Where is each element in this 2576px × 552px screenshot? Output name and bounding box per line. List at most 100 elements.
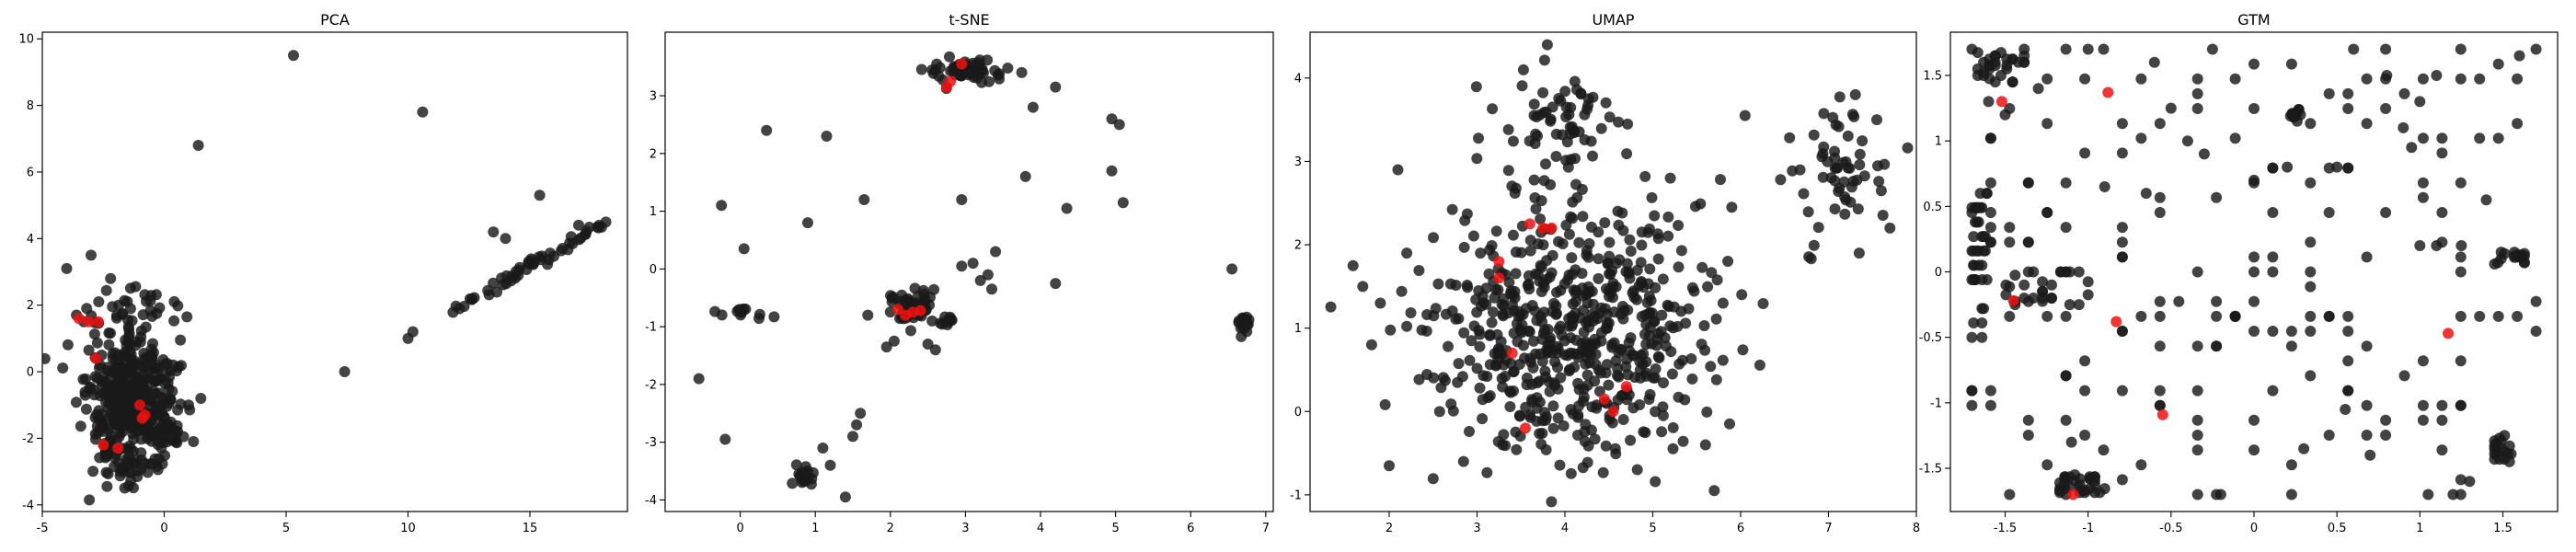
data-point bbox=[1680, 317, 1692, 329]
data-point bbox=[1498, 429, 1510, 441]
data-point bbox=[2181, 135, 2193, 147]
data-point bbox=[86, 249, 97, 261]
data-point bbox=[719, 433, 731, 445]
data-point bbox=[2512, 310, 2524, 322]
data-point bbox=[1679, 394, 1691, 406]
data-point bbox=[1983, 96, 1995, 108]
data-point bbox=[548, 250, 559, 262]
data-point bbox=[1643, 394, 1655, 405]
data-point bbox=[87, 466, 99, 477]
data-point bbox=[1433, 406, 1445, 418]
data-point bbox=[1566, 310, 1578, 322]
data-point bbox=[1984, 177, 1996, 189]
data-point bbox=[2012, 56, 2024, 68]
data-point bbox=[1537, 278, 1549, 289]
data-point bbox=[2018, 43, 2030, 55]
data-point bbox=[1565, 404, 1577, 416]
data-point bbox=[1984, 207, 1996, 218]
data-point bbox=[1873, 176, 1885, 188]
data-point bbox=[1833, 121, 1845, 132]
data-point bbox=[2417, 191, 2429, 203]
subplot-title: UMAP bbox=[1592, 11, 1634, 29]
data-point bbox=[1972, 63, 1984, 75]
data-point bbox=[1673, 261, 1685, 273]
data-point bbox=[1500, 371, 1512, 382]
data-point bbox=[716, 309, 728, 321]
data-point bbox=[2474, 132, 2486, 144]
data-point bbox=[1531, 315, 1543, 327]
y-tick-label: -2 bbox=[645, 378, 657, 392]
highlight-point bbox=[1493, 256, 1505, 268]
data-point bbox=[1631, 264, 1643, 276]
data-point bbox=[1500, 440, 1512, 452]
data-point bbox=[2191, 444, 2203, 456]
data-point bbox=[982, 269, 994, 281]
data-point bbox=[1984, 222, 1996, 234]
x-tick-label: 10 bbox=[400, 522, 416, 535]
data-point bbox=[130, 454, 142, 466]
data-point bbox=[1981, 274, 1993, 285]
data-point bbox=[2512, 251, 2524, 263]
highlight-point bbox=[1524, 218, 1535, 230]
highlight-point bbox=[2007, 294, 2019, 306]
x-tick-label: 6 bbox=[1737, 522, 1744, 535]
data-point bbox=[75, 420, 86, 432]
data-point bbox=[1976, 331, 1988, 343]
data-point bbox=[1676, 354, 1688, 366]
data-point bbox=[80, 403, 92, 415]
data-point bbox=[1428, 310, 1440, 322]
data-point bbox=[1808, 239, 1820, 251]
data-point bbox=[149, 363, 161, 375]
data-point bbox=[1019, 170, 1031, 182]
data-point bbox=[1475, 247, 1487, 259]
data-point bbox=[2323, 207, 2335, 218]
data-point bbox=[2248, 326, 2260, 337]
data-point bbox=[2323, 162, 2335, 174]
data-point bbox=[1484, 329, 1496, 341]
data-point bbox=[1464, 426, 1475, 437]
data-point bbox=[1579, 134, 1591, 145]
data-point bbox=[176, 360, 187, 372]
data-point bbox=[1579, 109, 1591, 121]
data-point bbox=[929, 344, 941, 356]
data-point bbox=[2191, 103, 2203, 114]
data-point bbox=[2342, 355, 2354, 367]
data-point bbox=[974, 274, 986, 286]
data-point bbox=[1970, 216, 1981, 228]
data-point bbox=[1106, 165, 1118, 177]
x-tick-label: 1 bbox=[2416, 522, 2423, 535]
data-point bbox=[2492, 132, 2504, 144]
data-point bbox=[1538, 175, 1550, 187]
data-point bbox=[1754, 359, 1765, 371]
data-point bbox=[1401, 247, 1413, 259]
data-point bbox=[768, 311, 780, 323]
data-point bbox=[2154, 399, 2166, 411]
data-point bbox=[1547, 400, 1559, 412]
data-point bbox=[2116, 236, 2128, 248]
data-point bbox=[1715, 174, 1726, 186]
data-point bbox=[147, 385, 159, 397]
y-tick-label: 1 bbox=[1294, 322, 1302, 336]
data-point bbox=[151, 400, 163, 412]
data-point bbox=[1854, 159, 1866, 171]
data-point bbox=[1662, 230, 1674, 242]
data-point bbox=[2305, 281, 2317, 293]
x-tick-label: -5 bbox=[37, 522, 49, 535]
data-point bbox=[1444, 278, 1456, 290]
axes-frame bbox=[41, 31, 628, 512]
data-point bbox=[2342, 103, 2354, 114]
data-point bbox=[534, 190, 546, 201]
data-point bbox=[1458, 241, 1470, 253]
data-point bbox=[944, 311, 956, 323]
data-point bbox=[2436, 147, 2448, 159]
data-point bbox=[1650, 372, 1661, 384]
data-point bbox=[1966, 245, 1978, 257]
data-point bbox=[2422, 489, 2434, 500]
data-point bbox=[1553, 93, 1565, 104]
data-point bbox=[510, 272, 521, 284]
data-point bbox=[105, 328, 116, 339]
y-tick-label: 0 bbox=[650, 263, 657, 277]
data-point bbox=[1655, 326, 1667, 338]
data-point bbox=[2007, 76, 2018, 88]
data-point bbox=[1473, 132, 1484, 144]
